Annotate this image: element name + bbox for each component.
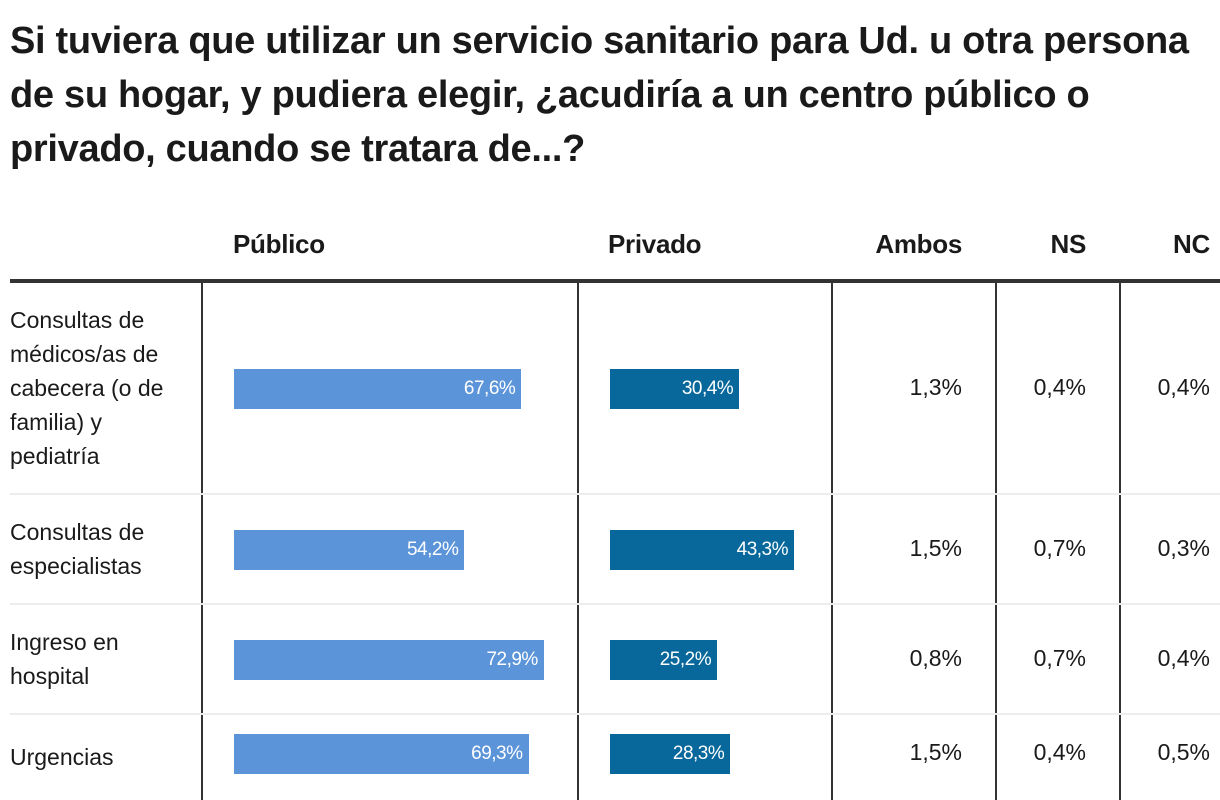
bar-label-publico: 67,6% [463,377,516,399]
column-divider [831,283,833,800]
value-ambos: 1,3% [909,373,962,400]
header-rule [10,279,1220,283]
row-label: Ingreso en hospital [10,628,119,689]
value-ns: 0,4% [1033,738,1086,765]
value-nc: 0,4% [1157,373,1210,400]
column-header-ns: NS [1050,229,1086,259]
value-ambos: 1,5% [909,738,962,765]
column-header-ambos: Ambos [875,229,962,259]
bar-publico: 72,9% [234,639,544,680]
bar-publico: 54,2% [234,529,465,570]
column-divider [995,283,997,800]
chart-title: Si tuviera que utilizar un servicio sani… [10,20,1189,170]
bar-privado: 30,4% [610,368,740,409]
value-ambos: 1,5% [909,534,962,561]
value-nc: 0,3% [1157,534,1210,561]
bar-label-privado: 28,3% [672,742,725,764]
row-label: Consultas de médicos/as de cabecera (o d… [10,306,164,469]
value-ns: 0,4% [1033,373,1086,400]
bar-label-privado: 30,4% [681,377,734,399]
bar-label-privado: 25,2% [659,648,712,670]
value-nc: 0,4% [1157,644,1210,671]
bar-label-publico: 72,9% [486,648,538,670]
value-nc: 0,5% [1157,738,1210,765]
row-separator [10,603,1220,605]
column-header-publico: Público [233,229,325,259]
bar-label-privado: 43,3% [736,538,789,560]
bar-privado: 28,3% [610,733,731,774]
column-divider [201,283,203,800]
column-divider [577,283,579,800]
bar-privado: 25,2% [610,639,718,680]
bar-privado: 43,3% [610,529,795,570]
row-label: Urgencias [10,743,114,770]
column-header-nc: NC [1173,229,1210,259]
bar-publico: 69,3% [234,733,529,774]
value-ambos: 0,8% [909,644,962,671]
row-separator [10,713,1220,715]
bar-label-publico: 69,3% [471,742,523,764]
column-header-privado: Privado [608,229,702,259]
row-separator [10,493,1220,495]
column-divider [1119,283,1121,800]
bar-publico: 67,6% [234,368,522,409]
row-label: Consultas de especialistas [10,518,145,579]
value-ns: 0,7% [1033,644,1086,671]
bar-label-publico: 54,2% [406,538,459,560]
value-ns: 0,7% [1033,534,1086,561]
